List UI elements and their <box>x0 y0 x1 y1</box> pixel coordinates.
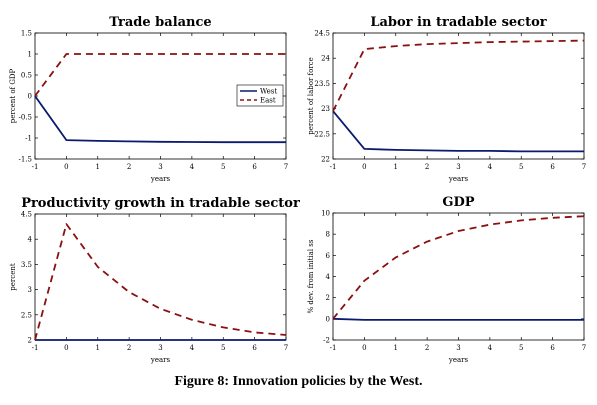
series-line-east <box>34 223 287 341</box>
plot-frame <box>34 213 287 341</box>
y-tick-label: 2 <box>326 294 330 302</box>
x-tick-label: 4 <box>190 163 195 171</box>
x-axis-label: years <box>150 175 171 183</box>
plot-frame <box>332 32 585 160</box>
x-tick-label: 4 <box>190 344 195 352</box>
y-axis-label: % dev. from initial ss <box>307 239 315 313</box>
x-tick-label: 6 <box>252 344 257 352</box>
x-tick-label: 0 <box>362 344 366 352</box>
y-axis-label: percent of GDP <box>9 68 17 123</box>
x-tick-label: 0 <box>64 163 68 171</box>
panel-1: Trade balance-1 0 1 2 3 4 5 6 7-1.5-1-0.500.511.… <box>9 15 288 183</box>
x-tick-label: 1 <box>96 163 100 171</box>
y-tick-label: 1 <box>28 51 32 59</box>
y-tick-label: 3 <box>28 286 32 294</box>
y-tick-label: -2 <box>323 337 330 345</box>
x-tick-label: -1 <box>32 344 39 352</box>
x-tick-label: -1 <box>32 163 39 171</box>
x-tick-label: 7 <box>582 163 586 171</box>
x-tick-label: 3 <box>158 163 162 171</box>
panel-2: Labor in tradable sector-1 0 1 2 3 4 5 6 72222.5… <box>307 15 586 183</box>
y-tick-label: 0 <box>326 315 330 323</box>
y-tick-label: -1 <box>25 135 32 143</box>
series-line-west <box>332 317 584 321</box>
chart-title: Productivity growth in tradable sector <box>21 196 300 211</box>
x-tick-label: 4 <box>488 344 493 352</box>
x-tick-label: 7 <box>284 163 288 171</box>
x-axis-label: years <box>448 175 469 183</box>
x-tick-label: 2 <box>127 163 131 171</box>
series-line-east <box>34 53 286 97</box>
x-tick-label: 7 <box>284 344 288 352</box>
legend-label-east: East <box>260 97 276 105</box>
x-tick-label: 5 <box>519 344 523 352</box>
chart-title: Trade balance <box>109 15 211 30</box>
y-tick-label: 23 <box>321 105 330 113</box>
x-tick-label: 5 <box>519 163 523 171</box>
y-tick-label: 2 <box>28 337 32 345</box>
x-tick-label: 2 <box>127 344 131 352</box>
y-tick-label: 0.5 <box>21 72 32 80</box>
x-tick-label: 7 <box>582 344 586 352</box>
x-tick-label: 4 <box>488 163 493 171</box>
y-tick-label: 4.5 <box>21 211 32 219</box>
y-tick-label: 6 <box>326 252 331 260</box>
y-tick-label: 3.5 <box>21 261 32 269</box>
y-tick-label: 24 <box>321 55 330 63</box>
chart-title: Labor in tradable sector <box>370 15 546 30</box>
y-tick-label: 22.5 <box>314 130 330 138</box>
y-tick-label: 4 <box>326 273 331 281</box>
y-tick-label: -1.5 <box>19 156 33 164</box>
y-tick-label: 0 <box>28 93 32 101</box>
x-tick-label: 6 <box>550 163 555 171</box>
x-axis-label: years <box>448 356 469 364</box>
x-tick-label: 1 <box>394 344 398 352</box>
x-tick-label: 1 <box>96 344 100 352</box>
chart-title: GDP <box>442 195 474 210</box>
x-tick-label: 3 <box>158 344 162 352</box>
y-tick-label: 2.5 <box>21 311 32 319</box>
legend-label-west: West <box>260 88 277 96</box>
y-tick-label: 23.5 <box>314 80 330 88</box>
x-tick-label: -1 <box>330 163 337 171</box>
x-tick-label: 3 <box>456 344 460 352</box>
series-line-west <box>332 110 584 153</box>
x-tick-label: 2 <box>425 163 429 171</box>
y-tick-label: 1.5 <box>21 30 32 38</box>
x-tick-label: 2 <box>425 344 429 352</box>
panel-4: GDP -1 0 1 2 3 4 5 6 7 -2 0 2 4 6 8 10 years % dev. from i… <box>307 195 586 364</box>
y-tick-label: 22 <box>321 156 330 164</box>
series-line-east <box>332 39 585 112</box>
x-tick-label: 1 <box>394 163 398 171</box>
x-tick-label: 0 <box>362 163 366 171</box>
y-axis-label: percent of labor force <box>307 57 315 135</box>
y-tick-label: -0.5 <box>19 114 33 122</box>
plot-frame <box>332 212 585 341</box>
y-axis-label: percent <box>9 263 17 291</box>
panel-3: Productivity growth in tradable sector -1… <box>9 196 300 364</box>
x-tick-label: 3 <box>456 163 460 171</box>
y-tick-label: 10 <box>321 210 330 218</box>
y-tick-label: 4 <box>28 236 33 244</box>
series-line-east <box>332 215 585 320</box>
x-tick-label: -1 <box>330 344 337 352</box>
series-line-west <box>34 95 286 144</box>
y-tick-label: 8 <box>326 231 330 239</box>
x-tick-label: 5 <box>221 163 225 171</box>
x-tick-label: 5 <box>221 344 225 352</box>
figure-caption: Figure 8: Innovation policies by the Wes… <box>174 374 423 389</box>
y-tick-label: 24.5 <box>314 30 330 38</box>
x-tick-label: 6 <box>550 344 555 352</box>
x-axis-label: years <box>150 356 171 364</box>
x-tick-label: 0 <box>64 344 68 352</box>
x-tick-label: 6 <box>252 163 257 171</box>
